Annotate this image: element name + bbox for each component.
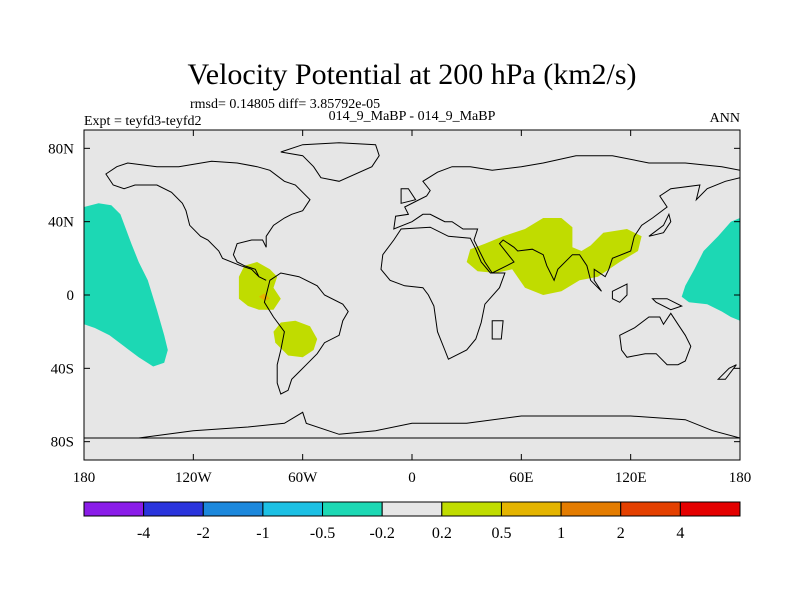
anomaly-south-america-south: [273, 320, 318, 358]
x-tick-label: 120W: [175, 470, 213, 486]
x-tick-label: 0: [408, 470, 416, 486]
coastline-layer: [84, 142, 740, 439]
colorbar-swatch: [262, 501, 324, 517]
colorbar-label: 4: [676, 525, 684, 542]
colorbar-label: -0.5: [310, 525, 335, 542]
y-tick-label: 0: [67, 288, 75, 304]
colorbar-swatch: [143, 501, 204, 517]
y-axis: 80N 40N 0 40S 80S: [48, 141, 740, 451]
map-background: [84, 130, 740, 460]
coastline-japan: [648, 212, 672, 237]
anomaly-east-pacific-north: [84, 203, 168, 367]
colorbar-swatch: [202, 501, 264, 517]
y-tick-label: 80N: [48, 141, 74, 157]
coastline-australia: [619, 312, 692, 366]
coastline-uk: [400, 188, 417, 204]
anomaly-tropical-south-america-core: [258, 293, 270, 301]
season-label: ANN: [710, 111, 740, 126]
colorbar-swatch: [560, 501, 622, 517]
colorbar-swatch: [83, 501, 145, 517]
coastline-new-guinea: [651, 298, 683, 311]
x-axis: 180 120W 60W 0 60E 120E 180: [73, 130, 752, 486]
colorbar: -4 -2 -1 -0.5 -0.2 0.2 0.5 1 2 4: [83, 501, 741, 542]
colorbar-swatch: [322, 501, 383, 517]
colorbar-swatch: [381, 501, 443, 517]
coastline-africa: [380, 226, 506, 360]
coastline-south-america: [263, 272, 349, 395]
coastline-madagascar: [491, 320, 504, 340]
coastline-north-america: [105, 160, 311, 281]
anomaly-tropical-south-america: [238, 262, 281, 310]
coastline-antarctica: [84, 411, 740, 439]
chart-title: Velocity Potential at 200 hPa (km2/s): [187, 58, 636, 91]
experiment-label: Expt = teyfd3-teyfd2: [84, 114, 202, 129]
coastline-borneo: [611, 283, 628, 303]
anomaly-layer: [84, 203, 740, 367]
coastline-new-zealand: [716, 364, 737, 380]
colorbar-label: -0.2: [370, 525, 395, 542]
y-tick-label: 40N: [48, 215, 74, 231]
y-tick-label: 40S: [51, 361, 74, 377]
stats-label: rmsd= 0.14805 diff= 3.85792e-05: [190, 97, 380, 112]
coastline-eurasia: [393, 155, 740, 292]
colorbar-label: -4: [137, 525, 150, 542]
colorbar-swatch: [679, 501, 741, 517]
colorbar-label: -2: [197, 525, 210, 542]
colorbar-label: -1: [256, 525, 269, 542]
case-label: 014_9_MaBP - 014_9_MaBP: [329, 109, 496, 124]
x-tick-label: 60E: [509, 470, 533, 486]
x-tick-label: 120E: [615, 470, 647, 486]
colorbar-label: 0.5: [491, 525, 511, 542]
anomaly-asia-monsoon: [466, 218, 642, 295]
colorbar-swatch: [500, 501, 562, 517]
x-tick-label: 180: [729, 470, 752, 486]
colorbar-swatch: [441, 501, 502, 517]
colorbar-label: 0.2: [432, 525, 452, 542]
y-tick-label: 80S: [51, 435, 74, 451]
colorbar-swatch: [620, 501, 681, 517]
coastline-greenland: [280, 142, 380, 182]
colorbar-label: 2: [617, 525, 625, 542]
colorbar-label: 1: [557, 525, 565, 542]
anomaly-west-pacific: [681, 218, 740, 321]
x-tick-label: 180: [73, 470, 96, 486]
x-tick-label: 60W: [288, 470, 318, 486]
